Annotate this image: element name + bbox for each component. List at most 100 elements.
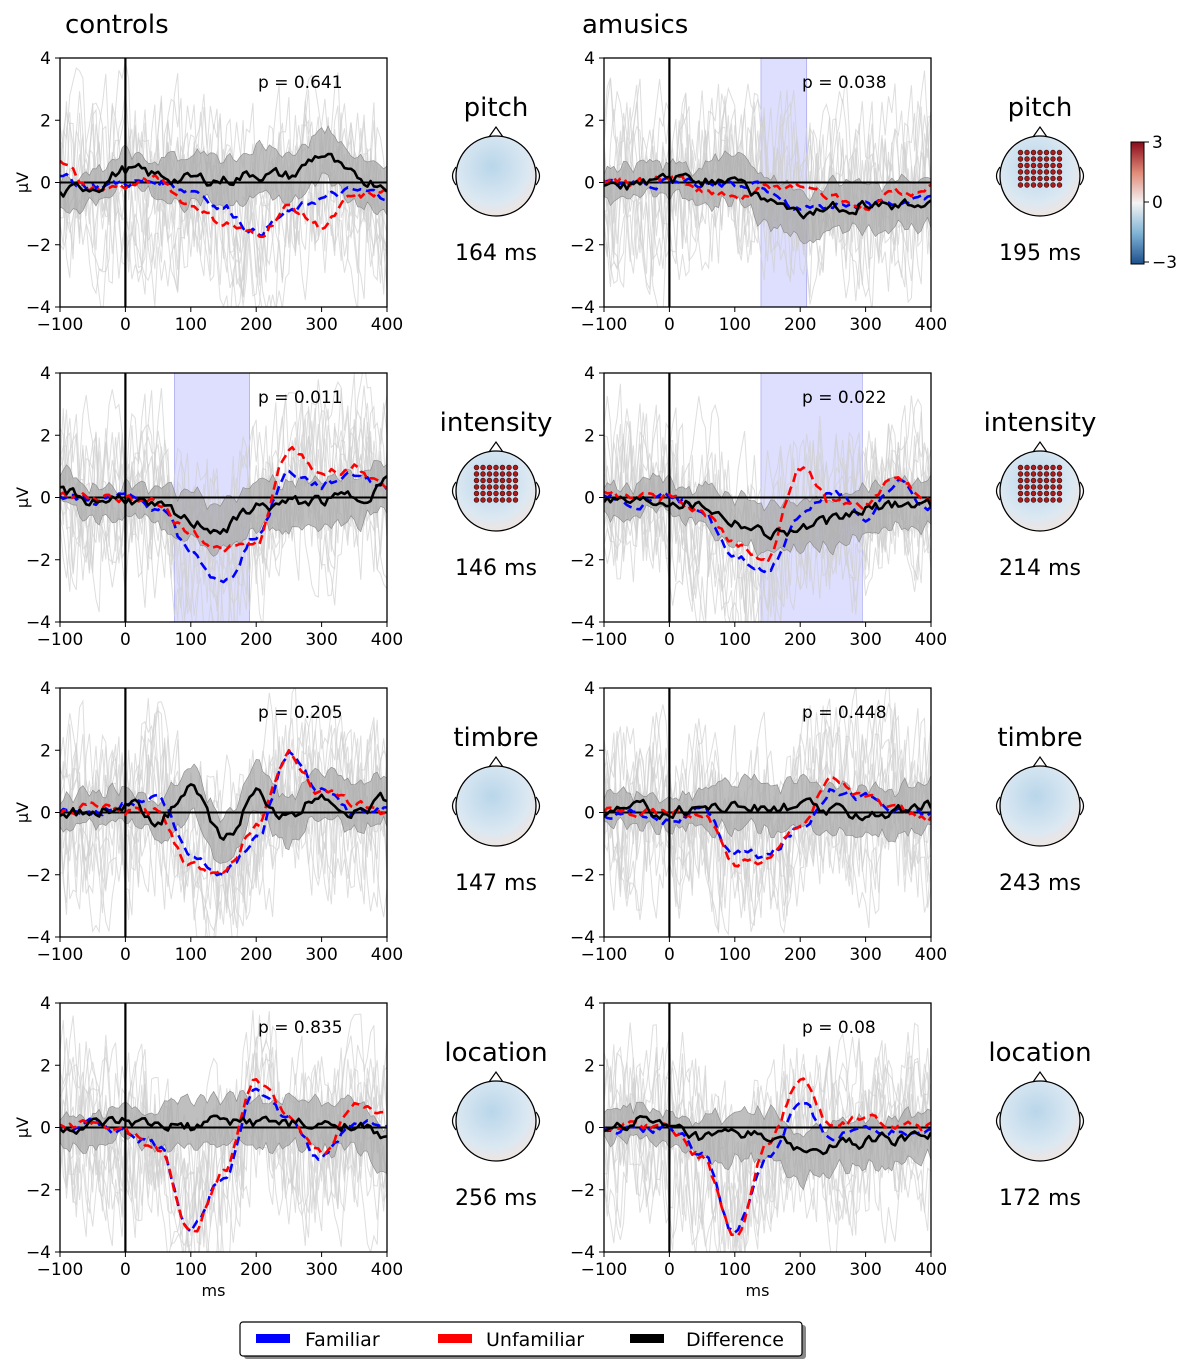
nose [1032,1070,1048,1083]
significant-sensor [1024,477,1030,484]
significant-sensor [486,464,493,471]
left-ear [451,481,457,501]
subject-trace [60,1058,387,1252]
significant-sensor [499,497,506,503]
series-difference [60,152,387,198]
subject-trace [60,722,387,897]
significant-sensor [1056,484,1063,490]
significant-sensor [1056,477,1063,484]
topomap-label: timbre [997,723,1082,753]
subject-trace [60,1015,387,1247]
colorbar: 3 0 −3 [1130,133,1177,273]
series-unfamiliar [604,775,931,868]
topomap-label: pitch [464,93,529,123]
y-tick-label: 2 [584,1056,595,1076]
significant-sensor [1017,490,1024,497]
x-tick-label: 0 [120,315,131,335]
significant-sensor [486,490,493,497]
series-unfamiliar [604,466,931,564]
significant-sensor [1017,149,1024,156]
p-value: p = 0.835 [258,1018,343,1038]
y-axis-label: μV [13,802,32,823]
significant-sensor [1043,156,1050,162]
significant-sensor [486,497,493,503]
legend-swatch-familiar [256,1334,290,1343]
significant-sensor [1043,175,1050,182]
significant-sensor [1030,175,1037,182]
x-tick-label: 400 [371,315,403,335]
significant-sensor [512,477,519,484]
difference-ci-band [604,773,931,843]
significant-sensor [506,477,512,484]
significant-sensor [1050,484,1056,490]
nose [1032,755,1048,768]
panel-controls-location: 4 2 0 −2 −4−100 0 100 200 300 400 μV ms p = 0.835 [13,994,403,1300]
y-axis-label: μV [13,487,32,508]
significant-sensor [1037,484,1043,490]
significant-sensor [1024,162,1030,169]
significant-sensor [1056,182,1063,188]
x-tick-label: 400 [915,945,947,965]
group-title-amusics: amusics [582,10,688,40]
topomap-time: 146 ms [455,556,537,581]
significant-sensor [1017,182,1024,188]
significant-sensor [1030,490,1037,497]
x-tick-label: 200 [784,945,816,965]
p-value: p = 0.022 [802,388,887,408]
y-tick-label: −4 [26,1243,51,1263]
difference-ci-band [60,460,387,557]
legend-box [239,1321,803,1357]
y-tick-label: −2 [26,866,51,886]
significant-sensor [1037,182,1043,188]
significant-sensor [1017,175,1024,182]
series-difference [60,475,387,535]
significant-sensor [506,464,512,471]
significant-sensor [1056,156,1063,162]
p-value: p = 0.641 [258,73,343,93]
x-tick-label: 400 [371,945,403,965]
significant-sensor [1037,156,1043,162]
subject-trace [604,1052,931,1252]
colorbar-tick-label: 3 [1152,133,1163,153]
y-tick-label: 0 [584,174,595,194]
x-tick-label: 200 [784,630,816,650]
colorbar-gradient [1130,141,1145,265]
significant-sensor [1024,464,1030,471]
group-title-controls: controls [65,10,169,40]
subject-trace [60,113,387,307]
series-difference [604,1115,931,1156]
significant-sensor [1030,484,1037,490]
y-tick-label: 0 [584,1119,595,1139]
y-tick-label: 0 [40,174,51,194]
x-tick-label: 200 [240,945,272,965]
x-tick-label: 100 [175,945,207,965]
significant-sensor [1037,477,1043,484]
x-tick-label: 400 [915,1260,947,1280]
y-tick-label: −2 [26,1181,51,1201]
right-ear [1079,166,1085,186]
significant-sensor [499,471,506,477]
series-difference [60,783,387,841]
significant-sensor [1030,149,1037,156]
x-tick-label: 100 [719,630,751,650]
significant-sensor [1043,169,1050,175]
y-tick-label: 2 [584,741,595,761]
significant-sensor [499,484,506,490]
right-ear [535,166,541,186]
topomap-controls-pitch: pitch 164 ms [451,93,541,266]
panel-amusics-timbre: 4 2 0 −2 −4−100 0 100 200 300 400 p = 0.448 [570,679,947,965]
y-tick-label: −2 [570,866,595,886]
significant-sensor [1024,182,1030,188]
y-tick-label: 4 [584,679,595,699]
nose [488,125,504,138]
significant-sensor [512,471,519,477]
series-familiar [60,750,387,877]
significant-sensor [1056,464,1063,471]
subject-trace [60,424,387,622]
panel-controls-timbre: 4 2 0 −2 −4−100 0 100 200 300 400 μV p = 0.205 [13,679,403,965]
subject-trace [60,411,387,595]
right-ear [535,796,541,816]
x-tick-label: 400 [371,630,403,650]
legend-swatch-unfamiliar [438,1334,472,1343]
